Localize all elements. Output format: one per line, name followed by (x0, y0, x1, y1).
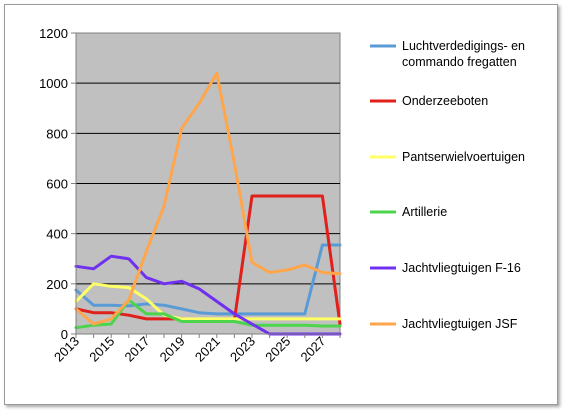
y-tick-label: 200 (46, 277, 68, 292)
series-line-6 (74, 71, 342, 326)
legend-label-6: Jachtvliegtuigen JSF (402, 317, 518, 331)
y-tick-label: 1200 (39, 26, 68, 41)
x-tick-label: 2019 (157, 334, 188, 365)
y-tick-label: 1000 (39, 76, 68, 91)
x-tick-label: 2027 (297, 334, 328, 365)
series-line-4 (74, 298, 342, 330)
legend-label-3: Pantserwielvoertuigen (402, 150, 525, 164)
legend-label-2: Onderzeeboten (402, 94, 488, 108)
y-tick-label: 400 (46, 227, 68, 242)
legend-label-4: Artillerie (402, 205, 447, 219)
x-tick-label: 2017 (121, 334, 152, 365)
y-tick-label: 0 (61, 327, 68, 342)
series-line-3 (74, 282, 342, 321)
x-tick-label: 2015 (86, 334, 117, 365)
series-line-1 (74, 243, 342, 316)
y-tick-label: 800 (46, 126, 68, 141)
x-tick-label: 2025 (262, 334, 293, 365)
x-tick-label: 2013 (51, 334, 82, 365)
legend-label-5: Jachtvliegtuigen F-16 (402, 261, 521, 275)
y-tick-label: 600 (46, 177, 68, 192)
x-tick-label: 2021 (192, 334, 223, 365)
x-tick-label: 2023 (227, 334, 258, 365)
legend-label-1: Luchtverdedigings- en commando fregatten (402, 39, 525, 69)
